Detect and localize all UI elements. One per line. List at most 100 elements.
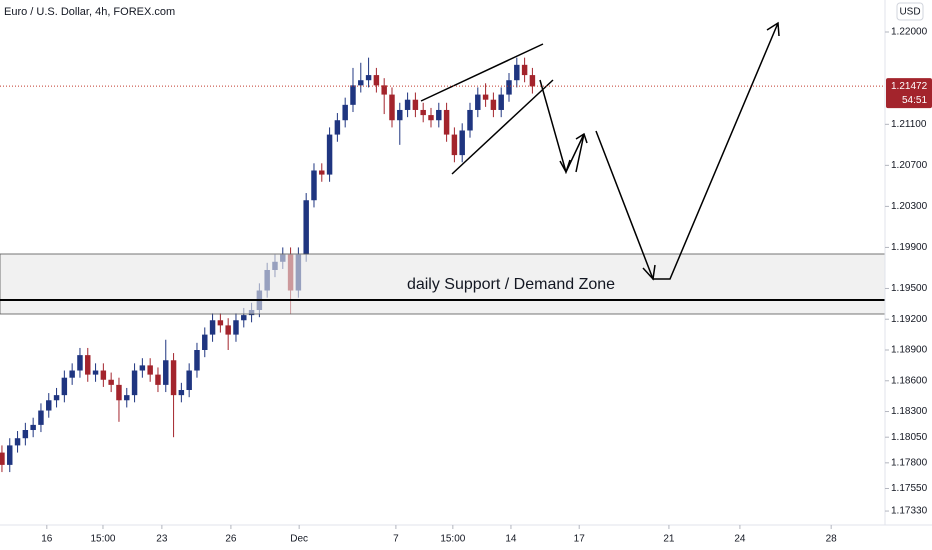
- x-tick-label: 14: [505, 534, 517, 545]
- candle-body: [397, 109, 403, 121]
- y-tick-label: 1.21100: [891, 119, 927, 130]
- candle-body: [100, 370, 107, 380]
- candle-body: [124, 395, 130, 401]
- candle-body: [521, 64, 528, 76]
- candle-body: [0, 452, 5, 465]
- y-tick-label: 1.17800: [891, 457, 928, 468]
- x-tick-label: 24: [734, 534, 746, 545]
- candle-body: [412, 99, 419, 110]
- candle-body: [217, 320, 224, 326]
- candle-body: [61, 377, 68, 396]
- candle-body: [420, 109, 426, 116]
- arrowhead: [766, 21, 780, 37]
- y-tick-label: 1.20700: [891, 160, 928, 171]
- x-tick-label: 23: [156, 534, 168, 545]
- candle-body: [319, 170, 325, 175]
- candle-body: [186, 370, 192, 391]
- y-tick-label: 1.20300: [891, 201, 928, 212]
- candle-body: [358, 80, 364, 86]
- wedge-upper: [420, 43, 544, 102]
- countdown: 54:51: [902, 95, 927, 106]
- candle-body: [46, 400, 52, 411]
- candle-body: [334, 120, 341, 135]
- arrowhead: [559, 159, 571, 174]
- candle-body: [77, 355, 83, 371]
- candle-body: [467, 109, 473, 131]
- candle-body: [38, 410, 44, 425]
- x-tick-label: 15:00: [90, 534, 115, 545]
- candle-body: [116, 384, 122, 401]
- candle-body: [22, 430, 29, 439]
- wedge-lower: [451, 79, 554, 175]
- candle-body: [459, 130, 465, 156]
- y-tick-label: 1.19900: [891, 242, 928, 253]
- currency[interactable]: USD: [899, 7, 920, 18]
- candle-body: [373, 75, 380, 86]
- candle-body: [506, 80, 512, 95]
- last-price-label: 1.21472: [891, 81, 928, 92]
- candle-body: [85, 355, 91, 375]
- plot-area: [0, 57, 536, 473]
- x-tick-label: 17: [574, 534, 586, 545]
- x-tick-label: 26: [225, 534, 237, 545]
- candle-body: [342, 104, 348, 121]
- candle-body: [14, 438, 21, 446]
- candle-body: [194, 350, 200, 371]
- candle-body: [381, 85, 387, 95]
- candle-body: [529, 75, 536, 87]
- path-2: [595, 22, 779, 280]
- candle-body: [30, 424, 36, 431]
- candle-body: [7, 445, 13, 465]
- candle-body: [350, 85, 356, 105]
- y-tick-label: 1.18600: [891, 375, 928, 386]
- candle-body: [498, 94, 504, 110]
- candle-body: [147, 365, 153, 375]
- arrowhead: [575, 132, 588, 144]
- candle-body: [490, 99, 497, 110]
- candle-body: [389, 94, 395, 121]
- candle-body: [443, 109, 450, 135]
- chart-title: Euro / U.S. Dollar, 4h, FOREX.com: [4, 6, 175, 18]
- candle-body: [514, 64, 520, 81]
- candle-body: [209, 320, 216, 335]
- candle-body: [139, 365, 146, 371]
- candle-body: [170, 360, 177, 396]
- x-tick-label: 28: [826, 534, 838, 545]
- x-tick-label: Dec: [290, 534, 308, 545]
- candle-body: [436, 109, 442, 121]
- currency-button[interactable]: [896, 2, 924, 21]
- candle-body: [163, 360, 169, 385]
- candle-body: [225, 325, 231, 335]
- candle-body: [428, 115, 434, 121]
- candle-body: [69, 370, 75, 378]
- candle-body: [482, 94, 489, 100]
- y-tick-label: 1.18900: [891, 345, 928, 356]
- candle-body: [155, 374, 161, 385]
- y-tick-label: 1.17550: [891, 483, 928, 494]
- candle-body: [365, 75, 372, 81]
- arrowhead: [642, 264, 656, 281]
- drawings: [420, 21, 780, 281]
- last-price-tag: [886, 78, 932, 109]
- candle-body: [202, 334, 208, 350]
- candle-body: [178, 390, 185, 396]
- x-tick-label: 21: [663, 534, 675, 545]
- candle-body: [303, 200, 309, 255]
- candle-body: [326, 134, 333, 175]
- x-tick-label: 16: [41, 534, 53, 545]
- candle-body: [108, 379, 114, 385]
- candle-body: [92, 370, 99, 375]
- y-tick-label: 1.17330: [891, 506, 928, 517]
- zone-label: daily Support / Demand Zone: [407, 276, 615, 293]
- x-tick-label: 7: [393, 534, 399, 545]
- candle-body: [131, 370, 138, 396]
- candle-body: [451, 134, 458, 156]
- x-tick-label: 15:00: [440, 534, 465, 545]
- demand-zone: [0, 253, 886, 315]
- y-tick-label: 1.18050: [891, 432, 928, 443]
- candle-body: [404, 99, 411, 110]
- y-tick-label: 1.22000: [891, 27, 928, 38]
- y-tick-label: 1.19200: [891, 314, 928, 325]
- candle-body: [53, 395, 60, 401]
